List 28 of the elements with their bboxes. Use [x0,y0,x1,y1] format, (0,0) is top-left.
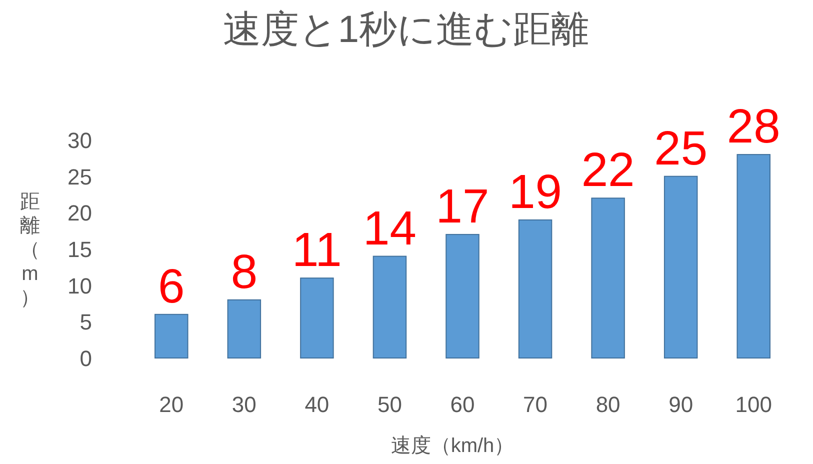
x-tick-label: 30 [232,392,256,417]
data-label: 6 [158,260,185,314]
y-tick-label: 25 [68,164,92,190]
y-tick-label: 5 [80,310,92,335]
x-tick-label: 80 [596,392,620,417]
data-label: 22 [581,144,635,198]
y-tick-label: 30 [68,128,92,153]
x-tick-label: 90 [668,392,694,417]
y-axis-title: 距離（m） [20,191,40,309]
x-axis-title: 速度（km/h） [390,435,514,457]
chart-title: 速度と1秒に進む距離 [222,9,590,51]
y-tick-label: 0 [80,346,92,371]
data-label: 28 [726,100,780,154]
data-label: 17 [436,180,490,234]
data-label: 14 [363,202,416,256]
x-tick-label: 40 [304,392,330,417]
x-tick-label: 70 [523,392,548,417]
x-tick-label: 50 [377,392,402,417]
data-label: 25 [654,122,708,176]
x-tick-label: 100 [735,392,772,417]
y-tick-label: 10 [68,273,92,298]
x-tick-label: 20 [159,392,184,417]
x-tick-label: 60 [450,392,475,417]
y-tick-label: 20 [68,200,92,226]
data-label: 19 [508,166,562,219]
data-label: 11 [292,224,342,278]
data-label: 8 [230,246,258,299]
y-tick-label: 15 [68,237,92,262]
